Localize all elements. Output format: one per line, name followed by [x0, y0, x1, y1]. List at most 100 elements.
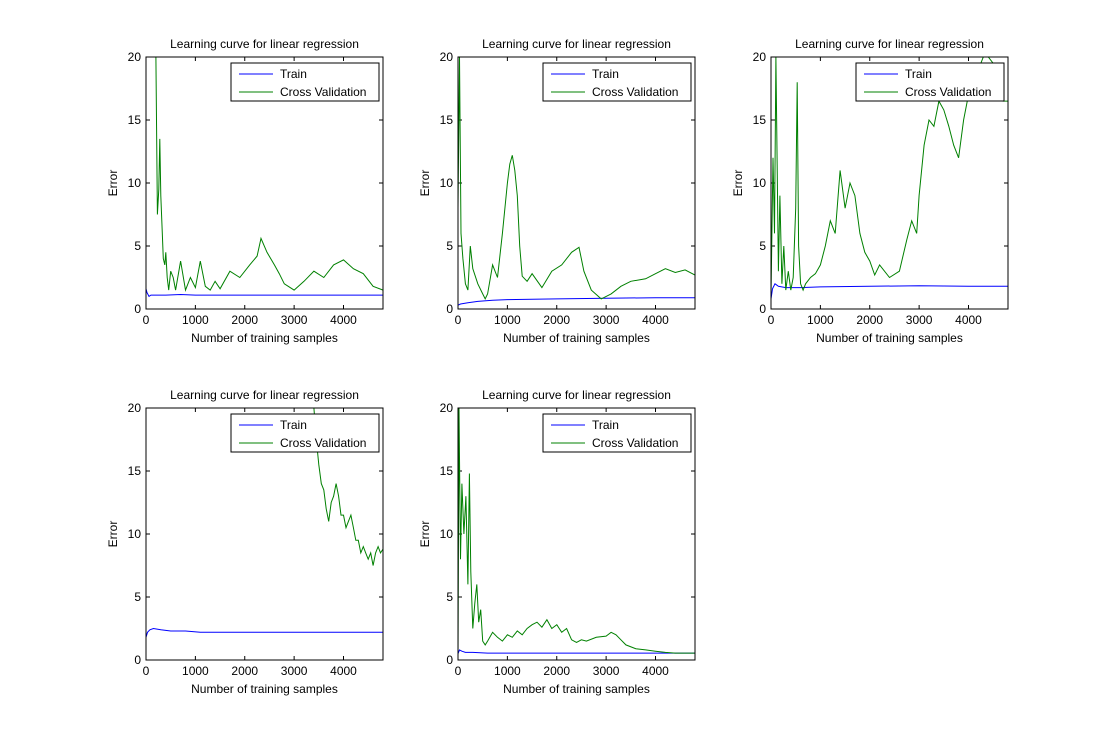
series-group	[458, 57, 695, 306]
y-tick-label: 20	[128, 50, 142, 64]
y-tick-label: 10	[440, 527, 454, 541]
y-tick-label: 20	[440, 401, 454, 415]
legend-box	[542, 62, 692, 102]
y-tick-label: 15	[440, 113, 454, 127]
axes-border	[770, 56, 1009, 310]
legend-label: Train	[280, 418, 307, 432]
x-tick-label: 4000	[330, 664, 357, 678]
y-tick-label: 5	[134, 590, 141, 604]
y-tick-label: 0	[759, 302, 766, 316]
chart-title: Learning curve for linear regression	[482, 388, 671, 402]
x-tick-label: 0	[455, 313, 462, 327]
y-tick-label: 20	[753, 50, 767, 64]
y-tick-label: 0	[446, 302, 453, 316]
x-axis-label: Number of training samples	[191, 682, 338, 696]
legend-box	[230, 413, 380, 453]
legend-label: Train	[592, 418, 619, 432]
legend-label: Cross Validation	[280, 436, 366, 450]
x-tick-label: 3000	[906, 313, 933, 327]
chart-title: Learning curve for linear regression	[482, 37, 671, 51]
series-line-cross-validation	[155, 57, 383, 292]
legend-label: Train	[592, 67, 619, 81]
x-tick-label: 0	[143, 313, 150, 327]
legend: Train Cross Validation	[542, 62, 692, 102]
legend-label: Cross Validation	[592, 85, 678, 99]
subplot-3: 0 1000 2000 3000 4000 0 5 10 15 20 Learning curve …	[731, 37, 1009, 345]
x-tick-label: 4000	[642, 664, 669, 678]
x-tick-label: 2000	[231, 664, 258, 678]
series-line-train	[771, 283, 1008, 299]
y-tick-label: 15	[128, 113, 142, 127]
chart-title: Learning curve for linear regression	[795, 37, 984, 51]
x-tick-label: 3000	[593, 313, 620, 327]
series-group	[146, 57, 383, 298]
x-tick-label: 4000	[642, 313, 669, 327]
y-tick-label: 15	[440, 464, 454, 478]
y-tick-label: 5	[446, 239, 453, 253]
axes-border	[145, 407, 384, 661]
y-axis-label: Error	[731, 170, 745, 197]
legend-box	[855, 62, 1005, 102]
x-tick-label: 3000	[593, 664, 620, 678]
series-line-train	[146, 288, 383, 298]
y-tick-label: 5	[134, 239, 141, 253]
y-tick-label: 10	[128, 176, 142, 190]
subplot-2: 0 1000 2000 3000 4000 0 5 10 15 20 Learning curve …	[418, 37, 696, 345]
y-axis-label: Error	[106, 521, 120, 548]
subplot-4: 0 1000 2000 3000 4000 0 5 10 15 20 Learning curve …	[106, 388, 384, 696]
y-tick-label: 10	[440, 176, 454, 190]
x-tick-label: 1000	[182, 664, 209, 678]
x-tick-label: 1000	[807, 313, 834, 327]
y-tick-label: 20	[440, 50, 454, 64]
x-tick-label: 3000	[281, 313, 308, 327]
subplot-1: 0 1000 2000 3000 4000 0 5 10 15 20 Learning curve …	[106, 37, 384, 345]
y-tick-label: 10	[128, 527, 142, 541]
series-line-cross-validation	[771, 57, 1008, 297]
x-tick-label: 2000	[231, 313, 258, 327]
legend-label: Cross Validation	[592, 436, 678, 450]
legend-label: Cross Validation	[280, 85, 366, 99]
y-axis-label: Error	[418, 170, 432, 197]
x-tick-label: 3000	[281, 664, 308, 678]
legend: Train Cross Validation	[542, 413, 692, 453]
series-group	[458, 408, 695, 660]
x-axis-label: Number of training samples	[503, 682, 650, 696]
subplot-5: 0 1000 2000 3000 4000 0 5 10 15 20 Learning curve …	[418, 388, 696, 696]
y-axis-label: Error	[418, 521, 432, 548]
series-line-cross-validation	[458, 408, 695, 660]
series-line-cross-validation	[458, 57, 695, 301]
y-tick-label: 5	[446, 590, 453, 604]
y-tick-label: 0	[446, 653, 453, 667]
series-line-train	[458, 297, 695, 306]
x-tick-label: 0	[768, 313, 775, 327]
series-group	[771, 57, 1008, 299]
series-line-train	[146, 627, 383, 638]
x-axis-label: Number of training samples	[503, 331, 650, 345]
legend-label: Train	[280, 67, 307, 81]
x-tick-label: 2000	[543, 313, 570, 327]
legend: Train Cross Validation	[855, 62, 1005, 102]
y-tick-label: 15	[128, 464, 142, 478]
legend: Train Cross Validation	[230, 413, 380, 453]
x-tick-label: 4000	[955, 313, 982, 327]
y-tick-label: 10	[753, 176, 767, 190]
x-tick-label: 2000	[543, 664, 570, 678]
chart-title: Learning curve for linear regression	[170, 37, 359, 51]
x-tick-label: 4000	[330, 313, 357, 327]
legend-box	[230, 62, 380, 102]
x-axis-label: Number of training samples	[816, 331, 963, 345]
x-axis-label: Number of training samples	[191, 331, 338, 345]
axes-border	[457, 56, 696, 310]
y-axis-label: Error	[106, 170, 120, 197]
x-tick-label: 0	[455, 664, 462, 678]
chart-title: Learning curve for linear regression	[170, 388, 359, 402]
axes-border	[145, 56, 384, 310]
x-tick-label: 2000	[856, 313, 883, 327]
x-tick-label: 0	[143, 664, 150, 678]
axes-border	[457, 407, 696, 661]
x-tick-label: 1000	[182, 313, 209, 327]
y-tick-label: 0	[134, 653, 141, 667]
y-tick-label: 0	[134, 302, 141, 316]
y-tick-label: 20	[128, 401, 142, 415]
